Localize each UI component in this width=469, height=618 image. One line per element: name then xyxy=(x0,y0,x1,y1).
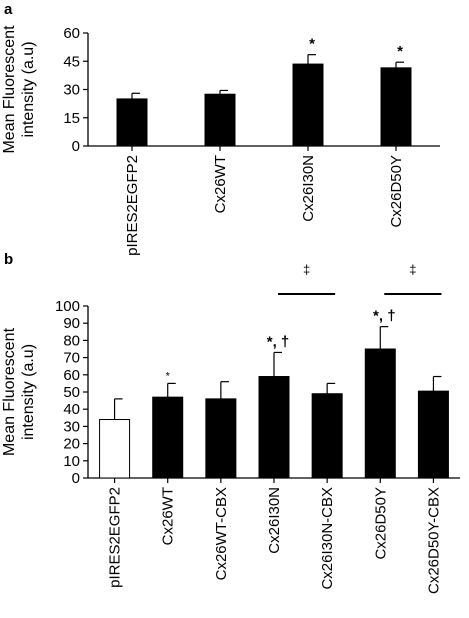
significance-mark-Cx26D50Y: *, † xyxy=(373,308,396,325)
x-tick-label-pIRES2EGFP2: pIRES2EGFP2 xyxy=(124,155,141,256)
y-tick-label: 40 xyxy=(63,401,80,418)
bar-Cx26WT-CBX xyxy=(205,398,237,479)
x-tick-label-Cx26I30N: Cx26I30N xyxy=(266,487,283,554)
y-axis-label: Mean Fluorescent xyxy=(1,25,18,154)
comparison-symbol: ‡ xyxy=(409,262,416,277)
panel-label-b: b xyxy=(4,251,13,268)
panel-label-a: a xyxy=(4,1,13,18)
bar-Cx26D50Y-CBX xyxy=(417,390,449,479)
y-tick-label: 0 xyxy=(72,470,80,487)
y-tick-label: 15 xyxy=(63,110,80,127)
y-tick-label: 60 xyxy=(63,25,80,42)
y-tick-label: 20 xyxy=(63,436,80,453)
significance-mark-Cx26D50Y: * xyxy=(397,43,403,60)
y-tick-label: 60 xyxy=(63,367,80,384)
y-tick-label: 100 xyxy=(55,298,80,315)
y-tick-label: 30 xyxy=(63,418,80,435)
bar-Cx26D50Y xyxy=(364,348,396,479)
y-axis-label: Mean Fluorescent xyxy=(1,327,18,456)
bar-Cx26I30N-CBX xyxy=(311,393,343,479)
x-tick-label-Cx26WT: Cx26WT xyxy=(212,155,229,213)
y-tick-label: 70 xyxy=(63,350,80,367)
y-tick-label: 10 xyxy=(63,453,80,470)
y-tick-label: 0 xyxy=(72,138,80,155)
bar-Cx26I30N xyxy=(292,63,324,147)
y-tick-label: 45 xyxy=(63,53,80,70)
x-tick-label-Cx26WT-CBX: Cx26WT-CBX xyxy=(213,487,230,580)
significance-mark-Cx26WT: * xyxy=(166,370,171,382)
bar-Cx26D50Y xyxy=(380,67,412,147)
bar-Cx26I30N xyxy=(258,376,290,479)
bar-Cx26WT xyxy=(152,396,184,479)
y-axis-label: intensity (a.u) xyxy=(20,344,37,440)
x-tick-label-Cx26D50Y: Cx26D50Y xyxy=(388,155,405,228)
bar-pIRES2EGFP2 xyxy=(116,98,148,147)
x-tick-label-Cx26I30N: Cx26I30N xyxy=(300,155,317,222)
y-axis-label: intensity (a.u) xyxy=(20,41,37,137)
x-tick-label-Cx26D50Y: Cx26D50Y xyxy=(372,487,389,560)
x-tick-label-Cx26D50Y-CBX: Cx26D50Y-CBX xyxy=(425,487,442,594)
y-tick-label: 80 xyxy=(63,332,80,349)
comparison-symbol: ‡ xyxy=(303,262,310,277)
y-tick-label: 30 xyxy=(63,82,80,99)
y-tick-label: 50 xyxy=(63,384,80,401)
significance-mark-Cx26I30N: * xyxy=(309,36,315,53)
x-tick-label-Cx26I30N-CBX: Cx26I30N-CBX xyxy=(319,487,336,590)
x-tick-label-pIRES2EGFP2: pIRES2EGFP2 xyxy=(107,487,124,588)
significance-mark-Cx26I30N: *, † xyxy=(267,333,290,350)
bar-pIRES2EGFP2 xyxy=(99,419,131,479)
bar-Cx26WT xyxy=(204,93,236,147)
y-tick-label: 90 xyxy=(63,315,80,332)
x-tick-label-Cx26WT: Cx26WT xyxy=(160,487,177,545)
chart-panel-a: 0 15 30 45 60 Mean Fluorescent intensity (a.u)… xyxy=(1,25,440,256)
